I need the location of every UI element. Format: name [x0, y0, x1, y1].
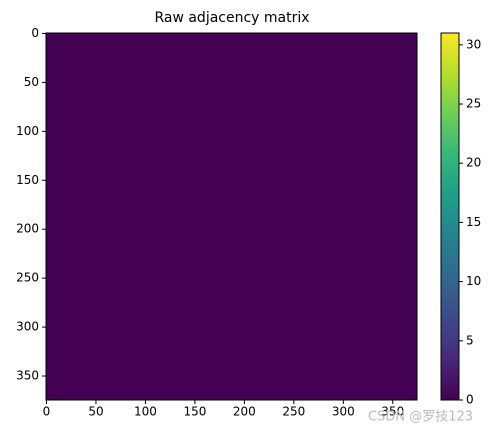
x-tick-label: 300: [332, 405, 355, 419]
y-tick-label: 100: [16, 124, 39, 138]
colorbar-tick-label: 30: [466, 37, 481, 51]
x-tick-label: 200: [233, 405, 256, 419]
x-tick-label: 250: [282, 405, 305, 419]
colorbar-tick-label: 5: [466, 333, 474, 347]
x-tick-label: 0: [43, 405, 51, 419]
colorbar: [440, 32, 460, 401]
colorbar-tick-label: 20: [466, 156, 481, 170]
y-tick-label: 250: [16, 271, 39, 285]
y-tick-label: 300: [16, 320, 39, 334]
x-tick-label: 50: [88, 405, 103, 419]
y-tick-label: 200: [16, 222, 39, 236]
matrix: [46, 33, 417, 400]
watermark: CSDN @罗技123: [368, 410, 473, 425]
colorbar-tick-label: 15: [466, 215, 481, 229]
colorbar-tick-label: 10: [466, 274, 481, 288]
axes-frame: [45, 32, 418, 401]
y-tick-label: 350: [16, 369, 39, 383]
x-tick-label: 150: [183, 405, 206, 419]
y-tick-label: 150: [16, 173, 39, 187]
y-tick-label: 50: [24, 75, 39, 89]
x-tick-label: 350: [381, 405, 404, 419]
chart-title: Raw adjacency matrix: [154, 10, 309, 26]
x-tick-label: 100: [134, 405, 157, 419]
colorbar-tick-label: 0: [466, 393, 474, 407]
y-tick-label: 0: [31, 26, 39, 40]
colorbar-tick-label: 25: [466, 97, 481, 111]
